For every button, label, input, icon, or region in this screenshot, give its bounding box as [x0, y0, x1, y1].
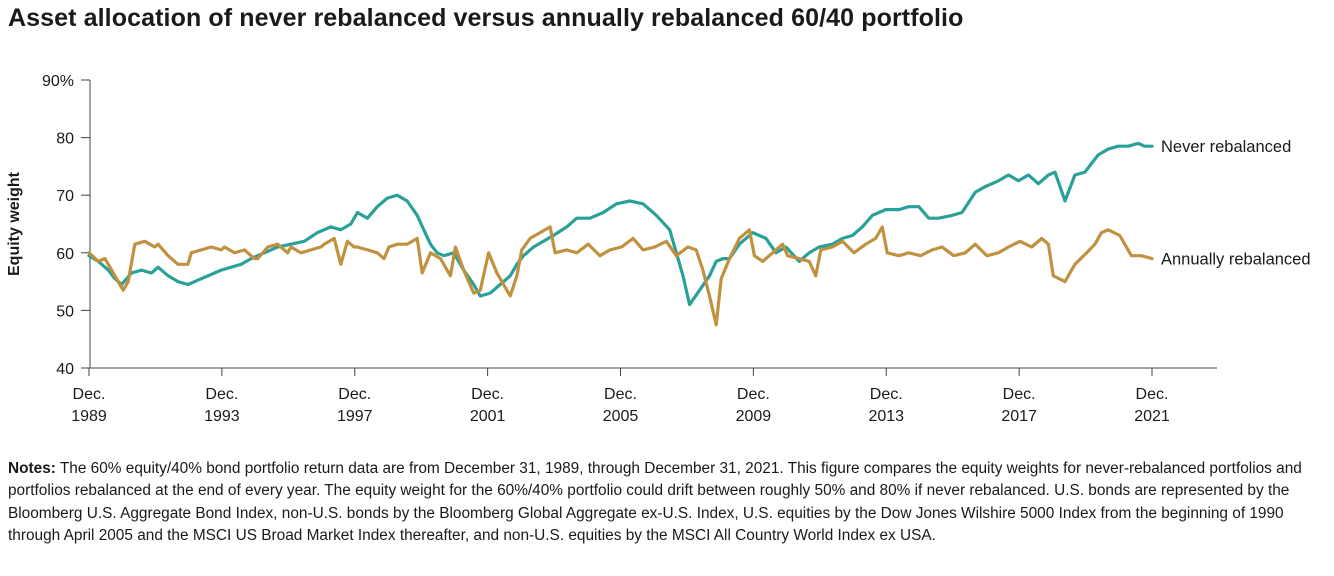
notes-text: The 60% equity/40% bond portfolio return…: [8, 460, 1302, 545]
axes: 90% 80 70 60 50 40 Equity weight Dec. 1989 Dec. 19…: [6, 73, 1217, 425]
chart-title: Asset allocation of never rebalanced ver…: [8, 4, 964, 32]
x-tick-label-year: 2013: [868, 408, 904, 425]
x-tick-label-month: Dec.: [205, 386, 238, 403]
y-axis-label: Equity weight: [6, 171, 23, 276]
labels-layer: Never rebalanced Annually rebalanced: [1161, 138, 1311, 268]
y-tick-label: 40: [56, 361, 74, 378]
x-tick-label-month: Dec.: [870, 386, 903, 403]
y-tick-label: 50: [56, 303, 74, 320]
x-tick-label-year: 2005: [603, 408, 639, 425]
x-tick-label-month: Dec.: [1003, 386, 1036, 403]
x-tick-label-year: 1993: [204, 408, 240, 425]
x-tick-label-month: Dec.: [73, 386, 106, 403]
y-tick-label: 70: [56, 188, 74, 205]
x-tick-label-year: 2001: [470, 408, 506, 425]
x-tick-label-year: 1989: [71, 408, 107, 425]
series-line-never-rebalanced: [87, 141, 1154, 307]
x-tick-label-month: Dec.: [737, 386, 770, 403]
x-tick-label-month: Dec.: [1136, 386, 1169, 403]
x-tick-label-year: 2017: [1001, 408, 1037, 425]
chart-notes: Notes: The 60% equity/40% bond portfolio…: [8, 458, 1326, 548]
x-tick-label-month: Dec.: [471, 386, 504, 403]
series-layer: [87, 141, 1154, 327]
y-tick-label: 60: [56, 246, 74, 263]
equity-weight-line-chart: 90% 80 70 60 50 40 Equity weight Dec. 1989 Dec. 19…: [6, 73, 1311, 425]
y-tick-label: 80: [56, 131, 74, 148]
series-label-annually-rebalanced: Annually rebalanced: [1161, 251, 1311, 269]
x-tick-label-year: 2021: [1134, 408, 1170, 425]
notes-label: Notes:: [8, 460, 56, 477]
x-tick-label-year: 1997: [337, 408, 373, 425]
x-tick-label-month: Dec.: [604, 386, 637, 403]
series-label-never-rebalanced: Never rebalanced: [1161, 138, 1291, 156]
x-tick-label-year: 2009: [736, 408, 772, 425]
y-tick-label: 90%: [42, 73, 74, 90]
series-line-annually-rebalanced: [87, 225, 1154, 327]
x-tick-label-month: Dec.: [338, 386, 371, 403]
